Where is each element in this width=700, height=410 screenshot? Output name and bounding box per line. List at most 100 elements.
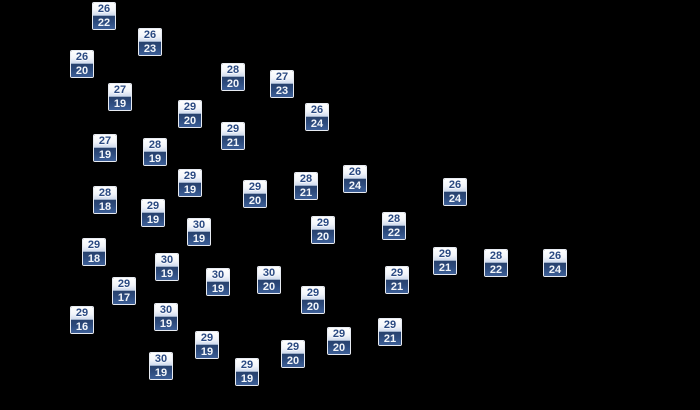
station-temp-label[interactable]: 29 21 [385,266,409,294]
station-temp-label[interactable]: 26 24 [305,103,329,131]
high-temperature: 29 [179,170,201,183]
station-temp-label[interactable]: 29 21 [378,318,402,346]
station-temp-label[interactable]: 29 20 [281,340,305,368]
low-temperature: 24 [306,116,328,130]
low-temperature: 19 [94,147,116,161]
station-temp-label[interactable]: 29 20 [311,216,335,244]
high-temperature: 28 [222,64,244,77]
high-temperature: 30 [188,219,210,232]
low-temperature: 21 [379,331,401,345]
station-temp-label[interactable]: 28 21 [294,172,318,200]
high-temperature: 29 [196,332,218,345]
station-temp-label[interactable]: 29 18 [82,238,106,266]
high-temperature: 28 [485,250,507,263]
station-temp-label[interactable]: 26 20 [70,50,94,78]
station-temp-label[interactable]: 29 19 [141,199,165,227]
high-temperature: 27 [271,71,293,84]
low-temperature: 21 [386,279,408,293]
low-temperature: 22 [93,15,115,29]
low-temperature: 20 [282,353,304,367]
high-temperature: 29 [434,248,456,261]
station-temp-label[interactable]: 28 22 [382,212,406,240]
station-temp-label[interactable]: 27 19 [93,134,117,162]
station-temp-label[interactable]: 30 19 [154,303,178,331]
high-temperature: 26 [71,51,93,64]
low-temperature: 17 [113,290,135,304]
high-temperature: 30 [155,304,177,317]
high-temperature: 29 [236,359,258,372]
low-temperature: 20 [179,113,201,127]
high-temperature: 29 [222,123,244,136]
station-temp-label[interactable]: 30 20 [257,266,281,294]
station-temp-label[interactable]: 26 24 [343,165,367,193]
station-temp-label[interactable]: 29 20 [327,327,351,355]
high-temperature: 26 [544,250,566,263]
high-temperature: 26 [93,3,115,16]
high-temperature: 28 [295,173,317,186]
low-temperature: 22 [383,225,405,239]
station-temp-label[interactable]: 29 21 [433,247,457,275]
low-temperature: 22 [485,262,507,276]
low-temperature: 24 [544,262,566,276]
station-temp-label[interactable]: 29 19 [195,331,219,359]
low-temperature: 19 [188,231,210,245]
station-temp-label[interactable]: 27 23 [270,70,294,98]
station-temp-label[interactable]: 26 24 [543,249,567,277]
low-temperature: 20 [222,76,244,90]
station-temp-label[interactable]: 29 17 [112,277,136,305]
low-temperature: 20 [71,63,93,77]
station-temp-label[interactable]: 30 19 [206,268,230,296]
low-temperature: 21 [222,135,244,149]
low-temperature: 19 [150,365,172,379]
low-temperature: 18 [94,199,116,213]
low-temperature: 21 [434,260,456,274]
station-temp-label[interactable]: 30 19 [149,352,173,380]
low-temperature: 20 [328,340,350,354]
station-temp-label[interactable]: 28 18 [93,186,117,214]
station-temp-label[interactable]: 29 21 [221,122,245,150]
station-temp-label[interactable]: 28 19 [143,138,167,166]
low-temperature: 19 [144,151,166,165]
high-temperature: 29 [282,341,304,354]
low-temperature: 19 [155,316,177,330]
high-temperature: 26 [344,166,366,179]
station-temp-label[interactable]: 29 20 [301,286,325,314]
high-temperature: 29 [113,278,135,291]
station-temp-label[interactable]: 29 20 [178,100,202,128]
station-temp-label[interactable]: 29 16 [70,306,94,334]
high-temperature: 29 [244,181,266,194]
station-temp-label[interactable]: 29 19 [178,169,202,197]
station-temp-label[interactable]: 30 19 [155,253,179,281]
station-temp-label[interactable]: 28 20 [221,63,245,91]
low-temperature: 19 [207,281,229,295]
station-temp-label[interactable]: 26 23 [138,28,162,56]
high-temperature: 30 [156,254,178,267]
high-temperature: 29 [179,101,201,114]
high-temperature: 27 [94,135,116,148]
station-temp-label[interactable]: 29 20 [243,180,267,208]
low-temperature: 20 [312,229,334,243]
high-temperature: 28 [144,139,166,152]
station-temp-label[interactable]: 26 22 [92,2,116,30]
low-temperature: 23 [271,83,293,97]
station-temp-label[interactable]: 29 19 [235,358,259,386]
low-temperature: 23 [139,41,161,55]
station-temp-label[interactable]: 30 19 [187,218,211,246]
high-temperature: 26 [444,179,466,192]
high-temperature: 30 [258,267,280,280]
low-temperature: 19 [142,212,164,226]
station-temp-label[interactable]: 28 22 [484,249,508,277]
high-temperature: 29 [328,328,350,341]
high-temperature: 29 [142,200,164,213]
low-temperature: 18 [83,251,105,265]
low-temperature: 20 [258,279,280,293]
low-temperature: 19 [196,344,218,358]
station-temp-label[interactable]: 27 19 [108,83,132,111]
low-temperature: 24 [444,191,466,205]
station-temp-label[interactable]: 26 24 [443,178,467,206]
low-temperature: 20 [302,299,324,313]
low-temperature: 19 [156,266,178,280]
low-temperature: 20 [244,193,266,207]
high-temperature: 28 [383,213,405,226]
